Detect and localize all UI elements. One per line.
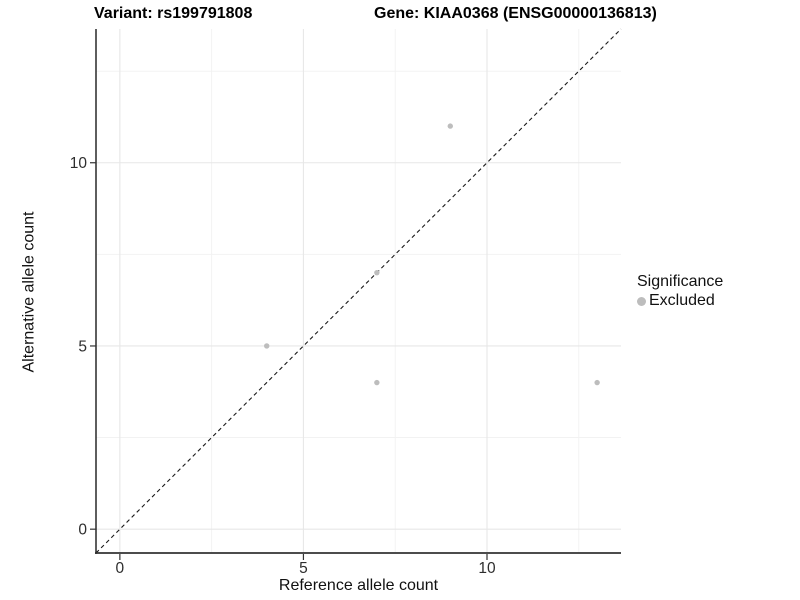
y-tick-label: 0: [78, 522, 87, 539]
data-point: [374, 269, 380, 276]
x-tick-label: 10: [478, 560, 496, 577]
y-tick-label: 5: [78, 338, 87, 355]
data-point: [264, 343, 270, 349]
y-axis-title: Alternative allele count: [20, 211, 38, 373]
data-point: [594, 379, 600, 386]
legend-title: Significance: [637, 273, 724, 290]
gene-title: Gene: KIAA0368 (ENSG00000136813): [374, 5, 657, 22]
y-tick-label: 10: [70, 155, 88, 172]
x-tick-label: 5: [299, 560, 308, 577]
legend: Significance Excluded: [637, 273, 723, 310]
x-tick-label: 0: [116, 560, 125, 577]
excluded-point-icon: [637, 296, 646, 306]
legend-item-excluded: Excluded: [637, 292, 723, 310]
identity-dashed-line: [95, 28, 622, 554]
legend-item-label: Excluded: [649, 292, 715, 309]
x-axis-title: Reference allele count: [278, 577, 439, 594]
data-point: [374, 379, 380, 386]
variant-title: Variant: rs199791808: [94, 5, 253, 22]
data-point: [447, 123, 453, 129]
